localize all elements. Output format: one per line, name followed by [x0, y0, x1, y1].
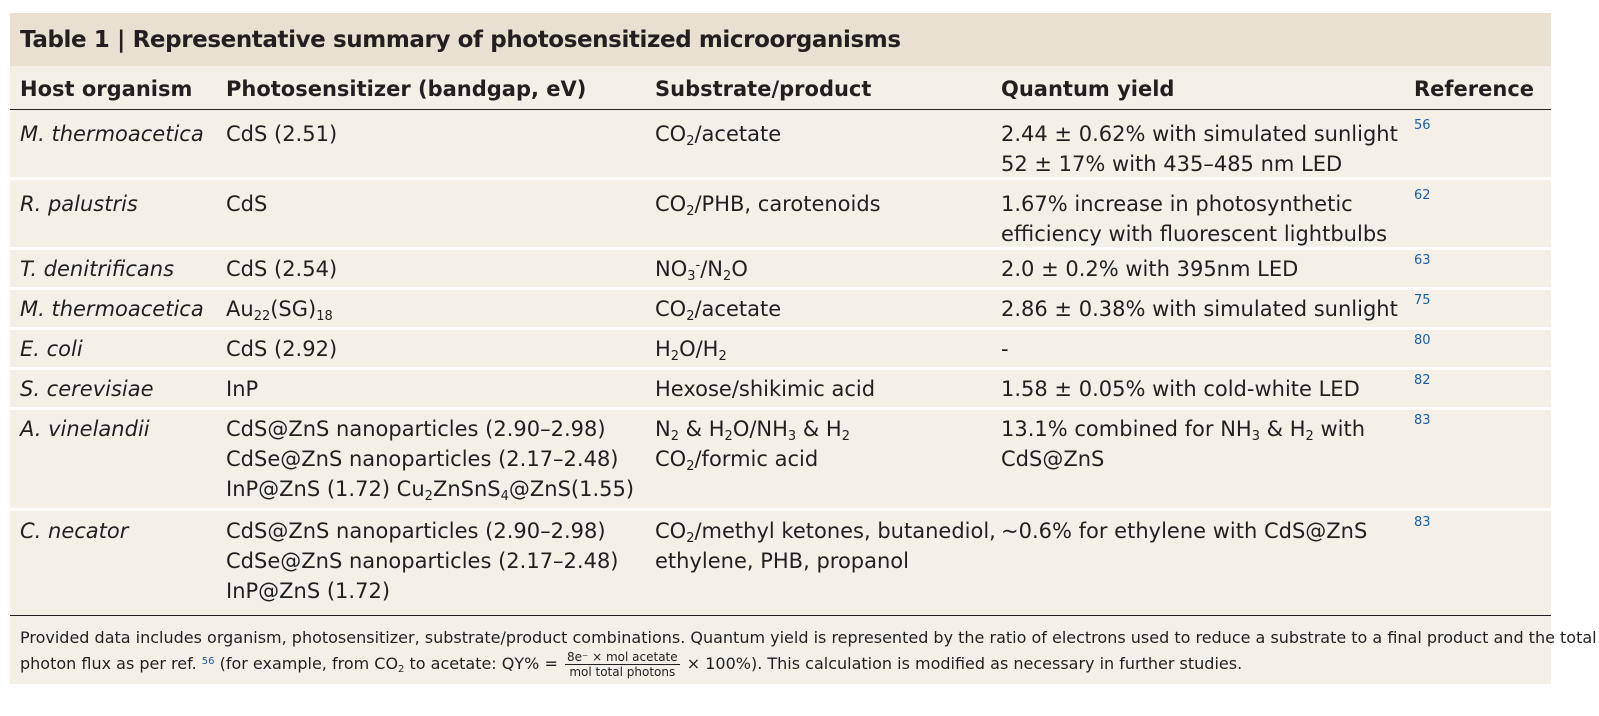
cell-substrate: CO2/methyl ketones, butanediol, ethylene,…: [655, 519, 996, 573]
cell-host: R. palustris: [20, 192, 138, 216]
cell-host: M. thermoacetica: [20, 122, 204, 146]
table-row: E. coli CdS (2.92) H2O/H2 - 80: [10, 330, 1551, 370]
cell-substrate: N2 & H2O/NH3 & H2 CO2/formic acid: [655, 417, 851, 474]
cell-photosensitizer: CdS@ZnS nanoparticles (2.90–2.98) CdSe@Zn…: [226, 417, 635, 504]
cell-host: T. denitrificans: [20, 257, 175, 281]
cell-photosensitizer: CdS (2.51): [226, 122, 338, 146]
table-title: Table 1 | Representative summary of phot…: [10, 13, 1551, 66]
table-row: A. vinelandii CdS@ZnS nanoparticles (2.9…: [10, 410, 1551, 511]
table-footnote: Provided data includes organism, photose…: [10, 616, 1599, 684]
footnote-text: to acetate: QY% =: [409, 654, 558, 673]
table-header-row: Host organism Photosensitizer (bandgap, …: [10, 66, 1551, 110]
footnote-text: × 100%). This calculation is modified as…: [686, 654, 1243, 673]
table-row: S. cerevisiae InP Hexose/shikimic acid 1…: [10, 370, 1551, 410]
cell-quantum-yield: 2.86 ± 0.38% with simulated sunlight: [1001, 297, 1398, 321]
header-host: Host organism: [20, 77, 193, 101]
cell-host: E. coli: [20, 337, 83, 361]
cell-quantum-yield: -: [1001, 337, 1009, 361]
cell-reference-link[interactable]: 75: [1414, 293, 1431, 308]
footnote-line-1: Provided data includes organism, photose…: [20, 628, 1599, 647]
table-row: M. thermoacetica CdS (2.51) CO2/acetate …: [10, 110, 1551, 180]
cell-substrate: Hexose/shikimic acid: [655, 377, 876, 401]
cell-photosensitizer: CdS (2.54): [226, 257, 338, 281]
footnote-line-2: photon flux as per ref. 56 (for example,…: [20, 650, 1541, 679]
footnote-subscript: 2: [398, 664, 405, 675]
cell-host: A. vinelandii: [20, 417, 150, 441]
cell-photosensitizer: InP: [226, 377, 259, 401]
cell-photosensitizer: CdS: [226, 192, 268, 216]
cell-substrate: H2O/H2: [655, 337, 727, 364]
cell-reference-link[interactable]: 62: [1414, 188, 1431, 203]
cell-reference-link[interactable]: 63: [1414, 253, 1431, 268]
cell-reference-link[interactable]: 56: [1414, 118, 1431, 133]
quantum-yield-formula: 8e⁻ × mol acetate mol total photons: [564, 650, 680, 679]
header-quantum-yield: Quantum yield: [1001, 77, 1175, 101]
cell-quantum-yield: 2.0 ± 0.2% with 395nm LED: [1001, 257, 1299, 281]
table-row: C. necator CdS@ZnS nanoparticles (2.90–2…: [10, 511, 1551, 616]
header-substrate: Substrate/product: [655, 77, 872, 101]
cell-quantum-yield: ~0.6% for ethylene with CdS@ZnS: [1001, 519, 1368, 543]
cell-reference-link[interactable]: 83: [1414, 413, 1431, 428]
cell-host: S. cerevisiae: [20, 377, 154, 401]
formula-numerator: 8e⁻ × mol acetate: [564, 650, 680, 665]
cell-reference-link[interactable]: 80: [1414, 333, 1431, 348]
cell-quantum-yield: 1.58 ± 0.05% with cold-white LED: [1001, 377, 1360, 401]
cell-host: C. necator: [20, 519, 129, 543]
footnote-text: (for example, from CO: [219, 654, 399, 673]
cell-host: M. thermoacetica: [20, 297, 204, 321]
cell-photosensitizer: CdS (2.92): [226, 337, 338, 361]
table-row: M. thermoacetica Au22(SG)18 CO2/acetate …: [10, 290, 1551, 330]
cell-reference-link[interactable]: 83: [1414, 515, 1431, 530]
table-body: M. thermoacetica CdS (2.51) CO2/acetate …: [10, 110, 1551, 616]
table-row: T. denitrificans CdS (2.54) NO3-/N2O 2.0…: [10, 250, 1551, 290]
cell-photosensitizer: Au22(SG)18: [226, 297, 333, 324]
cell-substrate: NO3-/N2O: [655, 257, 748, 284]
cell-quantum-yield: 1.67% increase in photosynthetic efficien…: [1001, 192, 1388, 246]
cell-substrate: CO2/acetate: [655, 297, 782, 324]
cell-reference-link[interactable]: 82: [1414, 373, 1431, 388]
header-photosensitizer: Photosensitizer (bandgap, eV): [226, 77, 587, 101]
cell-substrate: CO2/acetate: [655, 122, 782, 149]
footnote-reference-link[interactable]: 56: [201, 656, 215, 667]
cell-quantum-yield: 13.1% combined for NH3 & H2 with CdS@ZnS: [1001, 417, 1366, 471]
cell-substrate: CO2/PHB, carotenoids: [655, 192, 881, 219]
header-reference: Reference: [1414, 77, 1535, 101]
cell-photosensitizer: CdS@ZnS nanoparticles (2.90–2.98) CdSe@Zn…: [226, 519, 619, 603]
cell-quantum-yield: 2.44 ± 0.62% with simulated sunlight 52 ±…: [1001, 122, 1398, 176]
summary-table: Table 1 | Representative summary of phot…: [10, 13, 1599, 684]
footnote-text: photon flux as per ref.: [20, 654, 197, 673]
formula-denominator: mol total photons: [569, 665, 676, 679]
table-row: R. palustris CdS CO2/PHB, carotenoids 1.…: [10, 180, 1551, 250]
